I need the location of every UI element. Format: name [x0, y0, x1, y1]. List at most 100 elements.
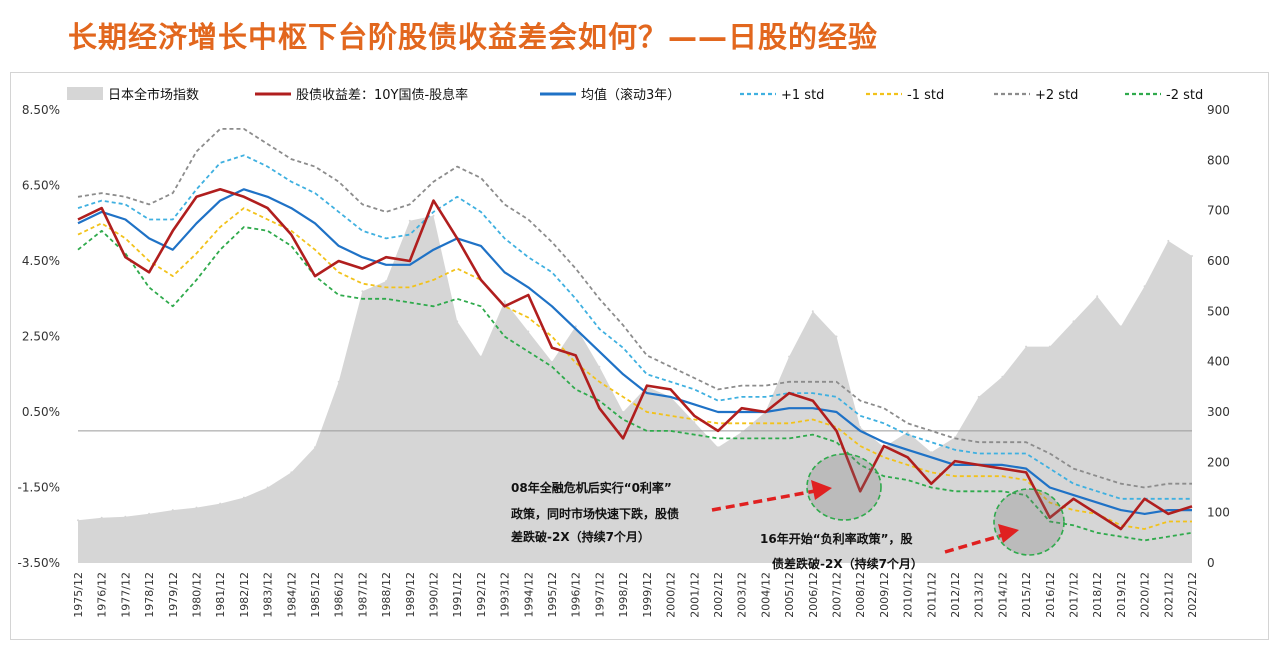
point-index	[337, 380, 340, 383]
arrow-2016-shaft	[944, 533, 1004, 554]
annotation-2008-line: 政策，同时市场快速下跌，股债	[511, 506, 679, 521]
y-right-tick: 700	[1207, 204, 1230, 218]
x-tick: 1981/12	[214, 572, 227, 618]
y-left-tick: 8.50%	[22, 103, 60, 117]
x-tick: 2007/12	[831, 572, 844, 618]
y-right-tick: 300	[1207, 405, 1230, 419]
point-index	[1025, 345, 1028, 348]
annotation-2008-line: 差跌破-2X（持续7个月）	[510, 529, 650, 544]
x-tick: 1989/12	[404, 572, 417, 618]
point-index	[219, 502, 222, 505]
line-spread	[77, 188, 1193, 531]
point-index	[385, 280, 388, 283]
point-index	[242, 496, 245, 499]
point-index	[148, 512, 151, 515]
legend-label: -1 std	[907, 88, 944, 103]
x-tick: 1990/12	[428, 572, 441, 618]
x-tick: 1985/12	[309, 572, 322, 618]
y-left-tick: -3.50%	[18, 556, 60, 570]
point-index	[290, 471, 293, 474]
x-tick: 2002/12	[712, 572, 725, 618]
x-tick: 2010/12	[902, 572, 915, 618]
y-right-tick: 500	[1207, 304, 1230, 318]
point-index	[835, 335, 838, 338]
arrow-2008-head	[811, 480, 832, 500]
point-index	[1001, 375, 1004, 378]
point-index	[1096, 295, 1099, 298]
point-index	[1048, 345, 1051, 348]
x-tick: 1978/12	[143, 572, 156, 618]
point-index	[456, 320, 459, 323]
y-left-tick: 4.50%	[22, 254, 60, 268]
x-tick: 2001/12	[688, 572, 701, 618]
x-tick: 1977/12	[119, 572, 132, 618]
point-index	[77, 519, 79, 522]
x-tick: 2022/12	[1186, 572, 1199, 618]
point-index	[811, 310, 814, 313]
x-tick: 2004/12	[759, 572, 772, 618]
arrow-2008-shaft	[711, 489, 816, 512]
x-tick: 1997/12	[593, 572, 606, 618]
point-index	[717, 446, 719, 449]
x-tick: 2009/12	[878, 572, 891, 618]
point-index	[100, 516, 103, 519]
x-tick: 2016/12	[1044, 572, 1057, 618]
x-tick: 1996/12	[570, 572, 583, 618]
point-index	[740, 431, 743, 434]
x-tick: 2017/12	[1068, 572, 1081, 618]
legend-label: +1 std	[781, 88, 824, 103]
arrow-2016-head	[998, 524, 1019, 543]
x-tick: 2003/12	[736, 572, 749, 618]
chart-frame	[10, 72, 1269, 640]
line-minus1std	[77, 207, 1192, 530]
point-index	[503, 300, 506, 303]
x-tick: 2011/12	[925, 572, 938, 618]
x-tick: 1992/12	[475, 572, 488, 618]
y-right-tick: 0	[1207, 556, 1215, 570]
annotation-2008-line: 08年全融危机后实行“0利率”	[511, 480, 672, 495]
annotation-2016-line: 债差跌破-2X（持续7个月）	[772, 556, 923, 571]
x-tick: 2019/12	[1115, 572, 1128, 618]
point-index	[1167, 239, 1170, 242]
line-plus2std	[77, 127, 1192, 489]
point-index	[195, 506, 198, 509]
point-index	[693, 421, 696, 424]
point-index	[622, 411, 625, 413]
x-tick: 1980/12	[191, 572, 204, 618]
line-mean	[77, 188, 1192, 516]
point-index	[361, 290, 364, 293]
y-right-tick: 200	[1207, 455, 1230, 469]
x-tick: 1987/12	[356, 572, 369, 618]
point-index	[527, 330, 530, 333]
point-index	[479, 355, 482, 358]
legend-label: 股债收益差：10Y国债-股息率	[296, 87, 468, 103]
legend-label: 日本全市场指数	[108, 87, 199, 103]
y-left-tick: 6.50%	[22, 179, 60, 193]
highlight-2008	[806, 453, 882, 521]
y-left-tick: 2.50%	[22, 330, 60, 344]
x-tick: 1984/12	[285, 572, 298, 618]
x-tick: 2021/12	[1162, 572, 1175, 618]
point-index	[1072, 320, 1075, 323]
x-tick: 1976/12	[96, 572, 109, 618]
x-tick: 2006/12	[807, 572, 820, 618]
x-tick: 2014/12	[996, 572, 1009, 618]
x-tick: 1998/12	[617, 572, 630, 618]
y-right-tick: 400	[1207, 355, 1230, 369]
point-index	[408, 219, 411, 222]
x-tick: 2013/12	[973, 572, 986, 618]
legend-label: 均值（滚动3年）	[581, 87, 680, 103]
x-tick: 1994/12	[522, 572, 535, 618]
point-index	[859, 426, 862, 429]
y-right-tick: 900	[1207, 103, 1230, 117]
x-tick: 1991/12	[451, 572, 464, 618]
x-tick: 1993/12	[499, 572, 512, 618]
x-tick: 1995/12	[546, 572, 559, 618]
x-tick: 1986/12	[333, 572, 346, 618]
x-tick: 1982/12	[238, 572, 251, 618]
y-right-tick: 100	[1207, 506, 1230, 520]
line-minus2std	[77, 226, 1193, 542]
point-index	[432, 214, 435, 217]
x-tick: 1979/12	[167, 572, 180, 618]
legend-label: +2 std	[1035, 88, 1078, 103]
